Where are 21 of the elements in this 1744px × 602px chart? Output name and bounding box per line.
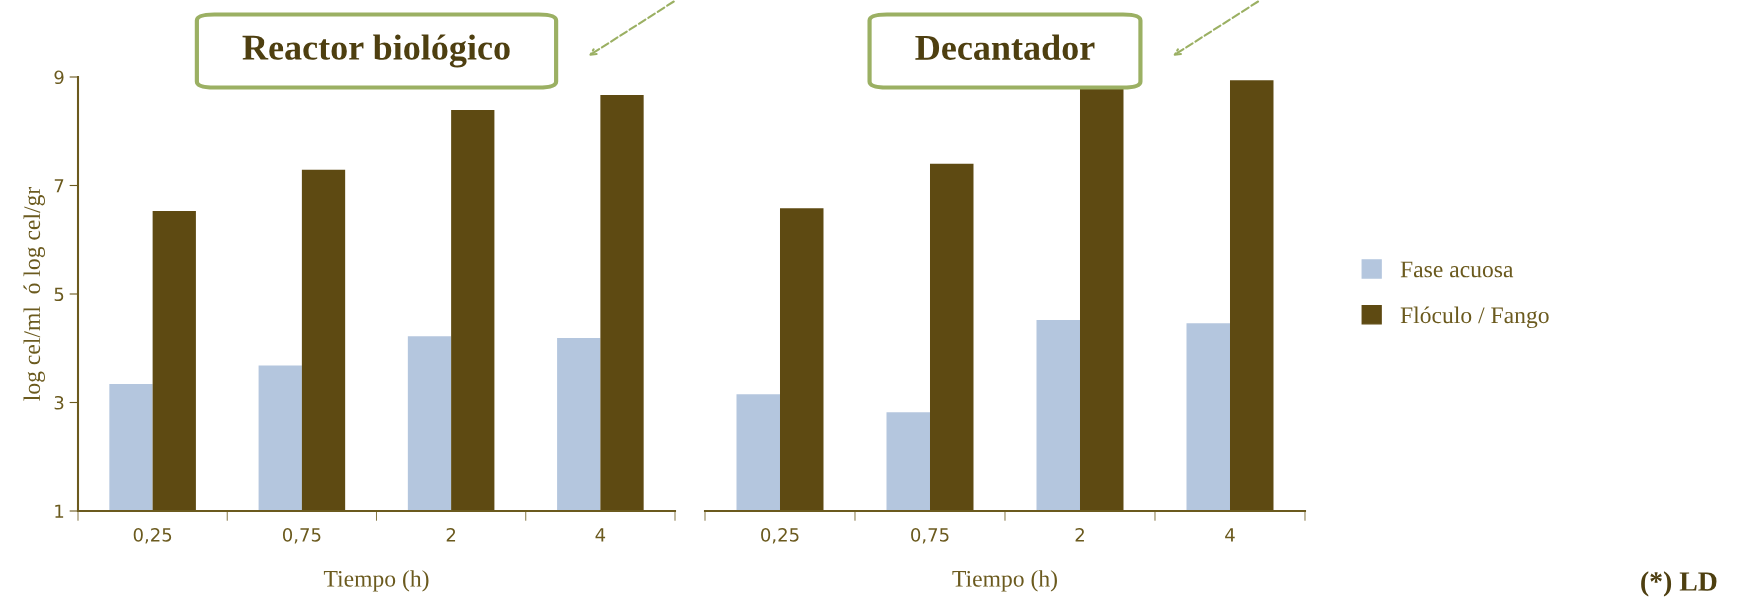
y-tick-label: 1	[55, 504, 64, 518]
x-tick-label: 4	[595, 528, 606, 542]
x-tick-label: 2	[446, 527, 456, 542]
x-tick-label: 4	[1225, 528, 1235, 542]
y-tick-label: 5	[54, 287, 64, 302]
x-tick-label: 0,75	[911, 527, 949, 544]
x-tick-label: 0,25	[133, 527, 172, 544]
y-tick-label: 3	[54, 395, 64, 410]
x-axis-title: Tiempo (h)	[952, 570, 1057, 592]
legend-label: Fase acuosa	[1400, 261, 1514, 278]
chart-title: Decantador	[915, 34, 1095, 60]
legend-label: Flóculo / Fango	[1400, 306, 1549, 329]
y-axis-title: log cel/ml ó log cel/gr	[23, 187, 45, 401]
x-tick-label: 2	[1075, 527, 1084, 542]
x-axis-title: Tiempo (h)	[323, 570, 429, 592]
chart-title: Reactor biológico	[242, 34, 510, 68]
y-tick-label: 9	[54, 70, 64, 85]
x-tick-label: 0,25	[761, 527, 799, 544]
x-tick-label: 0,75	[282, 527, 321, 544]
y-tick-label: 7	[54, 179, 64, 193]
text: (*) LD	[1641, 571, 1717, 597]
